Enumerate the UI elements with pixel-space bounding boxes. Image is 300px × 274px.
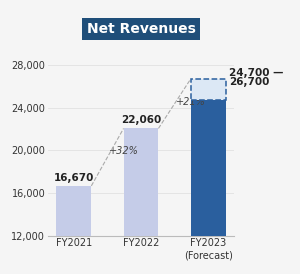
Text: +32%: +32% — [110, 146, 139, 156]
Text: +21%: +21% — [176, 97, 206, 107]
Bar — [191, 100, 226, 236]
Bar — [56, 186, 91, 236]
Text: 22,060: 22,060 — [121, 115, 161, 125]
Text: Net Revenues: Net Revenues — [87, 22, 195, 36]
Bar — [191, 79, 226, 100]
Text: 24,700 —: 24,700 — — [229, 68, 283, 78]
Bar — [124, 129, 158, 236]
Text: 26,700: 26,700 — [229, 77, 269, 87]
Text: 16,670: 16,670 — [54, 173, 94, 183]
